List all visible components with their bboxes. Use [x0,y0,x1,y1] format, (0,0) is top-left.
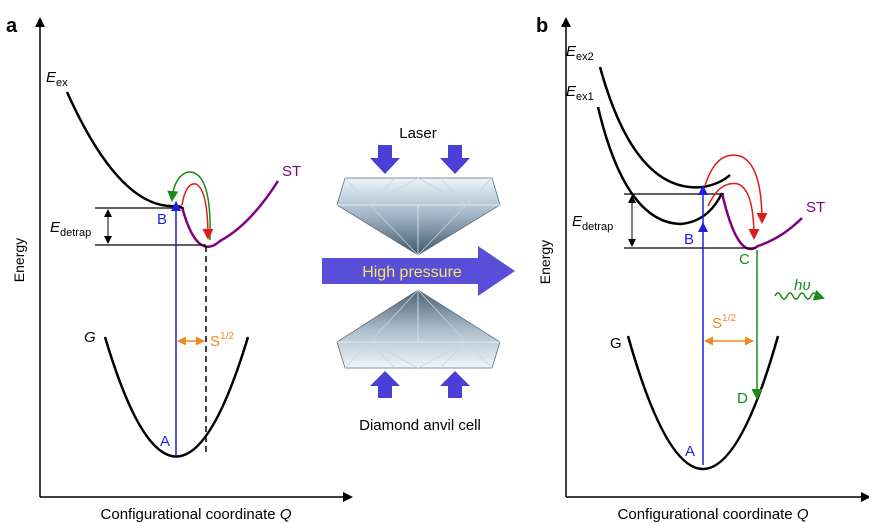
laser-arrow-right [440,145,470,174]
point-c: C [739,251,750,268]
st-state-curve [182,181,278,247]
bottom-arrow-left [370,371,400,398]
curve-label-st: ST [806,199,825,216]
pressure-label: High pressure [362,264,462,281]
excitation-arrowhead-b [698,222,708,232]
curve-label-g: G [610,335,622,352]
point-a: A [160,433,170,450]
curve-label-eex: Eex [46,69,68,89]
red-curved-arrow-upper [705,155,762,222]
photon-label: hυ [794,277,811,294]
shift-label: S1/2 [210,331,234,350]
point-b: B [684,231,694,248]
panel-a: a Energy Configurational coordinate Q G … [6,15,348,523]
point-d: D [737,390,748,407]
point-a: A [685,443,695,460]
point-b: B [157,211,167,228]
detrap-label: Edetrap [50,219,91,239]
curve-label-st: ST [282,163,301,180]
red-curved-arrow-lower [708,183,754,238]
diamond-bottom [337,290,500,368]
laser-label: Laser [399,125,437,142]
panel-a-letter: a [6,15,18,37]
curve-label-g: G [84,329,96,346]
x-axis-label: Configurational coordinate Q [101,506,292,523]
cell-label: Diamond anvil cell [359,417,481,434]
curve-label-eex2: Eex2 [566,43,594,63]
y-axis-label: Energy [11,238,27,282]
center-diagram: Laser High pressure Diamond anvil cell [322,125,515,434]
panel-b-letter: b [536,15,548,37]
curve-label-eex1: Eex1 [566,83,594,103]
y-axis-label: Energy [537,240,553,284]
x-axis-label: Configurational coordinate Q [618,506,809,523]
red-curved-arrow [182,184,208,238]
shift-label: S1/2 [712,313,736,332]
panel-b: b Energy Configurational coordinate Q G … [536,15,866,523]
excited-state-curve [67,92,182,207]
diamond-top [337,178,500,255]
detrap-label: Edetrap [572,213,613,233]
bottom-arrow-right [440,371,470,398]
laser-arrow-left [370,145,400,174]
